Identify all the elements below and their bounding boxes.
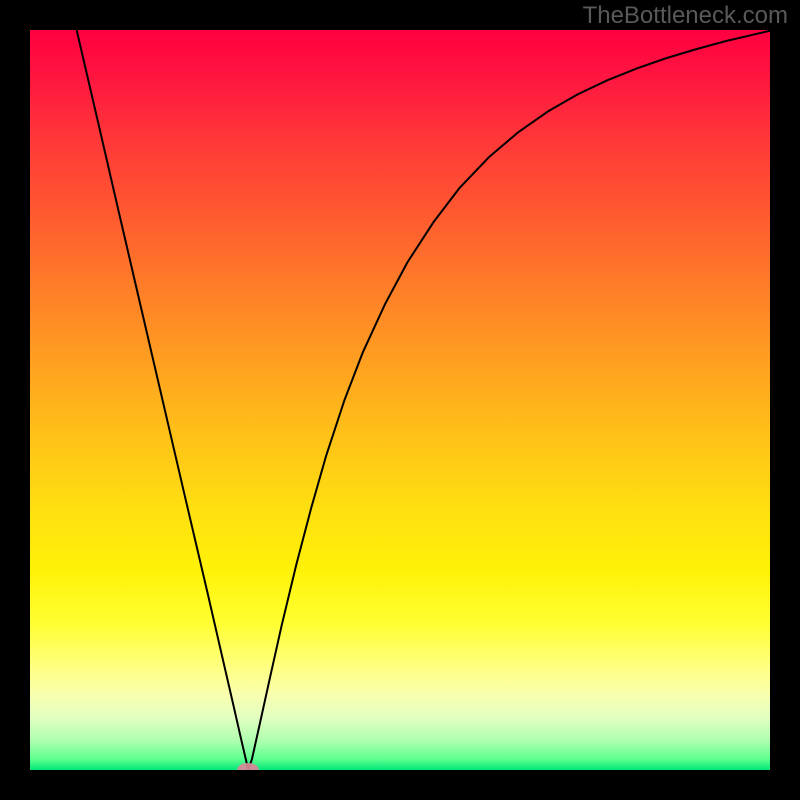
minimum-marker	[237, 763, 259, 770]
watermark-text: TheBottleneck.com	[583, 2, 788, 30]
curve-svg	[30, 30, 770, 770]
plot-area	[30, 30, 770, 770]
bottleneck-curve	[77, 30, 770, 770]
chart-container: TheBottleneck.com	[0, 0, 800, 800]
